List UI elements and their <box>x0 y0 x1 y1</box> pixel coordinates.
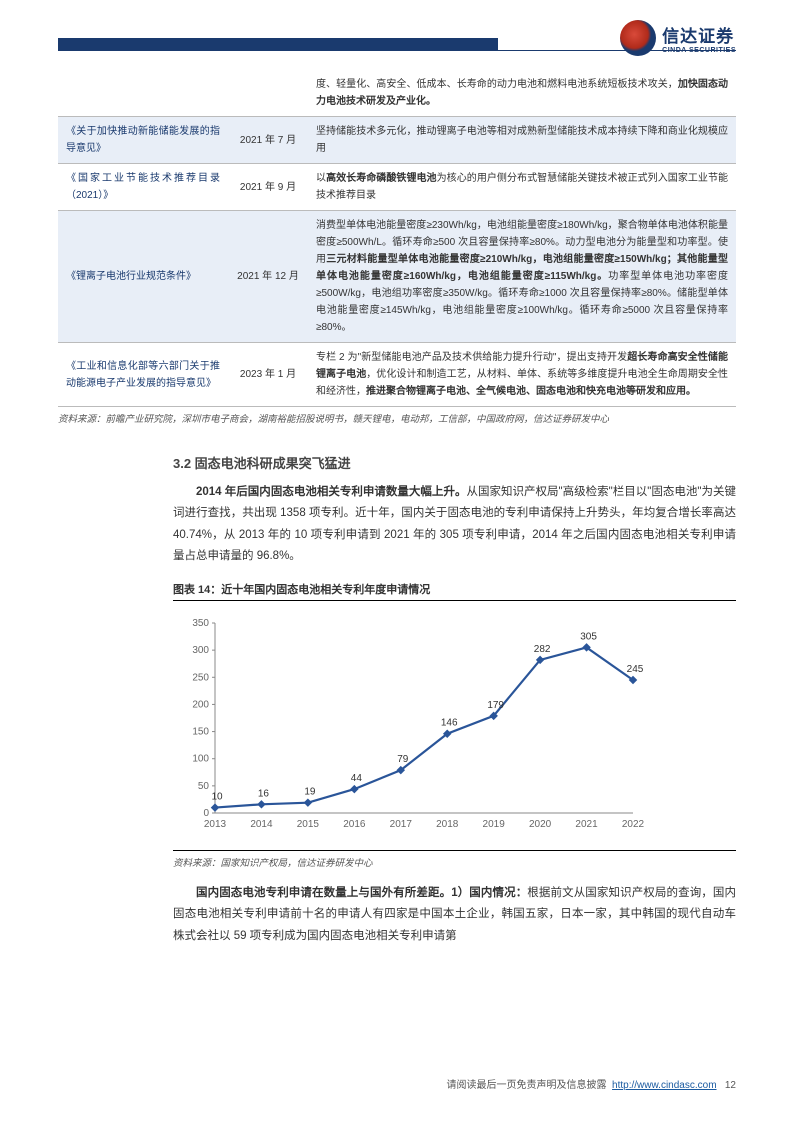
svg-text:2018: 2018 <box>436 819 459 830</box>
page-footer: 请阅读最后一页免责声明及信息披露 http://www.cindasc.com … <box>446 1076 736 1091</box>
svg-text:179: 179 <box>487 700 504 711</box>
svg-text:282: 282 <box>534 644 551 655</box>
patent-line-chart: 0 50 100 150 200 250 300 350 2013 2014 2015 2016 201… <box>173 609 653 839</box>
policy-name: 《锂离子电池行业规范条件》 <box>58 211 228 343</box>
svg-text:2016: 2016 <box>343 819 366 830</box>
policy-name: 《关于加快推动新能储能发展的指导意见》 <box>58 117 228 164</box>
svg-text:19: 19 <box>304 787 316 798</box>
chart-container: 0 50 100 150 200 250 300 350 2013 2014 2015 2016 201… <box>173 601 736 851</box>
footer-link[interactable]: http://www.cindasc.com <box>612 1080 716 1091</box>
svg-text:245: 245 <box>627 664 644 675</box>
policy-date: 2021 年 9 月 <box>228 164 308 211</box>
policy-desc: 以高效长寿命磷酸铁锂电池为核心的用户侧分布式智慧储能关键技术被正式列入国家工业节… <box>308 164 736 211</box>
policy-desc: 坚持储能技术多元化，推动锂离子电池等相对成熟新型储能技术成本持续下降和商业化规模… <box>308 117 736 164</box>
svg-text:2019: 2019 <box>483 819 506 830</box>
brand-logo: 信达证券 CINDA SECURITIES <box>620 20 736 56</box>
table-row: 《国家工业节能技术推荐目录（2021）》2021 年 9 月以高效长寿命磷酸铁锂… <box>58 164 736 211</box>
svg-text:2013: 2013 <box>204 819 227 830</box>
section-title: 3.2 固态电池科研成果突飞猛进 <box>173 453 736 472</box>
svg-text:2022: 2022 <box>622 819 645 830</box>
policy-name: 《工业和信息化部等六部门关于推动能源电子产业发展的指导意见》 <box>58 343 228 407</box>
table-row: 《工业和信息化部等六部门关于推动能源电子产业发展的指导意见》2023 年 1 月… <box>58 343 736 407</box>
svg-text:16: 16 <box>258 788 270 799</box>
paragraph-1: 2014 年后国内固态电池相关专利申请数量大幅上升。从国家知识产权局"高级检索"… <box>173 482 736 567</box>
policy-desc: 专栏 2 为"新型储能电池产品及技术供给能力提升行动"，提出支持开发超长寿命高安… <box>308 343 736 407</box>
svg-text:146: 146 <box>441 718 458 729</box>
svg-text:79: 79 <box>397 754 409 765</box>
svg-text:250: 250 <box>192 672 209 683</box>
svg-text:0: 0 <box>203 808 209 819</box>
svg-text:2021: 2021 <box>575 819 598 830</box>
page-number: 12 <box>725 1080 736 1091</box>
policy-date: 2021 年 7 月 <box>228 117 308 164</box>
svg-text:150: 150 <box>192 727 209 738</box>
svg-text:100: 100 <box>192 754 209 765</box>
svg-text:50: 50 <box>198 781 210 792</box>
policy-desc: 度、轻量化、高安全、低成本、长寿命的动力电池和燃料电池系统短板技术攻关，加快固态… <box>308 70 736 117</box>
svg-text:200: 200 <box>192 699 209 710</box>
svg-text:300: 300 <box>192 645 209 656</box>
svg-text:44: 44 <box>351 773 363 784</box>
svg-text:2014: 2014 <box>250 819 273 830</box>
table-row: 度、轻量化、高安全、低成本、长寿命的动力电池和燃料电池系统短板技术攻关，加快固态… <box>58 70 736 117</box>
svg-text:10: 10 <box>211 792 223 803</box>
logo-en: CINDA SECURITIES <box>662 47 736 54</box>
table-row: 《锂离子电池行业规范条件》2021 年 12 月消费型单体电池能量密度≥230W… <box>58 211 736 343</box>
logo-mark <box>620 20 656 56</box>
header-accent-bar <box>58 38 498 50</box>
policy-date: 2021 年 12 月 <box>228 211 308 343</box>
policy-desc: 消费型单体电池能量密度≥230Wh/kg，电池组能量密度≥180Wh/kg，聚合… <box>308 211 736 343</box>
table-source: 资料来源：前瞻产业研究院，深圳市电子商会，湖南裕能招股说明书，赣天锂电，电动邦，… <box>58 411 736 425</box>
policy-table: 度、轻量化、高安全、低成本、长寿命的动力电池和燃料电池系统短板技术攻关，加快固态… <box>58 70 736 407</box>
svg-text:2017: 2017 <box>390 819 413 830</box>
paragraph-2: 国内固态电池专利申请在数量上与国外有所差距。1）国内情况：根据前文从国家知识产权… <box>173 883 736 947</box>
svg-text:350: 350 <box>192 618 209 629</box>
svg-text:305: 305 <box>580 631 597 642</box>
policy-date: 2023 年 1 月 <box>228 343 308 407</box>
chart-title: 图表 14：近十年国内固态电池相关专利年度申请情况 <box>173 581 736 601</box>
svg-text:2015: 2015 <box>297 819 320 830</box>
chart-source: 资料来源：国家知识产权局，信达证券研发中心 <box>173 855 736 869</box>
logo-cn: 信达证券 <box>662 22 736 47</box>
svg-text:2020: 2020 <box>529 819 552 830</box>
policy-name: 《国家工业节能技术推荐目录（2021）》 <box>58 164 228 211</box>
table-row: 《关于加快推动新能储能发展的指导意见》2021 年 7 月坚持储能技术多元化，推… <box>58 117 736 164</box>
